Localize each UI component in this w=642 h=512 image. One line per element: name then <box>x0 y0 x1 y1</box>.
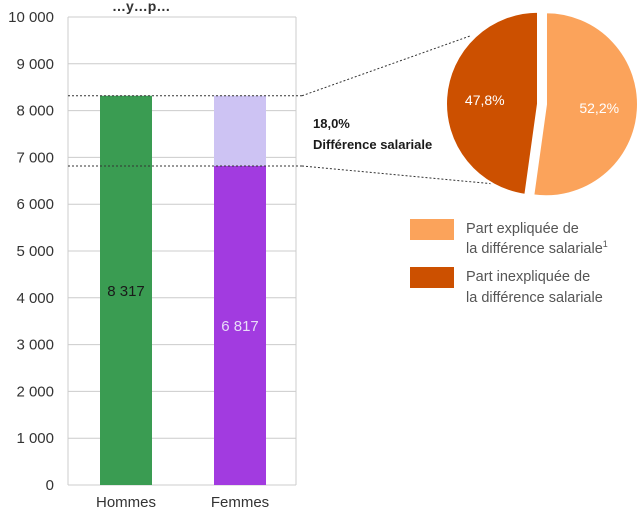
chart-title-fragment: …y…p… <box>112 0 170 14</box>
y-tick-label-7000: 7 000 <box>16 149 54 166</box>
value-label-femmes: 6 817 <box>221 318 259 335</box>
legend: Part expliquée de la différence salarial… <box>410 219 608 306</box>
legend-swatch-unexplained <box>410 267 454 288</box>
y-tick-label-9000: 9 000 <box>16 56 54 73</box>
pie-slice-explained <box>532 11 639 198</box>
gap-connectors <box>68 35 517 187</box>
legend-swatch-explained <box>410 219 454 240</box>
y-tick-label-4000: 4 000 <box>16 290 54 307</box>
pie-chart: 52,2% 47,8% <box>445 10 639 198</box>
y-tick-label-1000: 1 000 <box>16 430 54 447</box>
legend-explained-line2-text: la différence salariale <box>466 241 603 257</box>
gap-percent: 18,0% <box>313 116 350 131</box>
x-axis: Hommes Femmes <box>96 494 269 511</box>
y-tick-label-6000: 6 000 <box>16 196 54 213</box>
y-tick-label-3000: 3 000 <box>16 337 54 354</box>
y-tick-label-8000: 8 000 <box>16 103 54 120</box>
value-label-hommes: 8 317 <box>107 283 145 300</box>
pie-slice-unexplained <box>445 10 540 196</box>
y-tick-label-0: 0 <box>46 477 54 494</box>
y-axis: 0 1 000 2 000 3 000 4 000 5 000 6 000 7 000 8 00… <box>8 9 54 494</box>
legend-explained-line2: la différence salariale1 <box>466 239 608 257</box>
connector-to-pie-top <box>301 35 471 97</box>
legend-explained-line1: Part expliquée de <box>466 221 579 237</box>
x-label-femmes: Femmes <box>211 494 269 511</box>
bar-femmes-gap <box>214 95 266 166</box>
pie-slice-unexplained-label: 47,8% <box>465 92 505 108</box>
gap-label: Différence salariale <box>313 137 432 152</box>
legend-footnote-marker: 1 <box>603 239 608 249</box>
legend-unexplained-line1: Part inexpliquée de <box>466 269 590 285</box>
y-tick-label-5000: 5 000 <box>16 243 54 260</box>
y-tick-label-2000: 2 000 <box>16 383 54 400</box>
bar-femmes <box>214 165 266 485</box>
bar-hommes <box>100 95 152 485</box>
y-tick-label-10000: 10 000 <box>8 9 54 26</box>
bars: 8 317 6 817 <box>100 95 266 485</box>
x-label-hommes: Hommes <box>96 494 156 511</box>
pie-slice-explained-label: 52,2% <box>579 100 619 116</box>
legend-unexplained-line2: la différence salariale <box>466 290 603 306</box>
